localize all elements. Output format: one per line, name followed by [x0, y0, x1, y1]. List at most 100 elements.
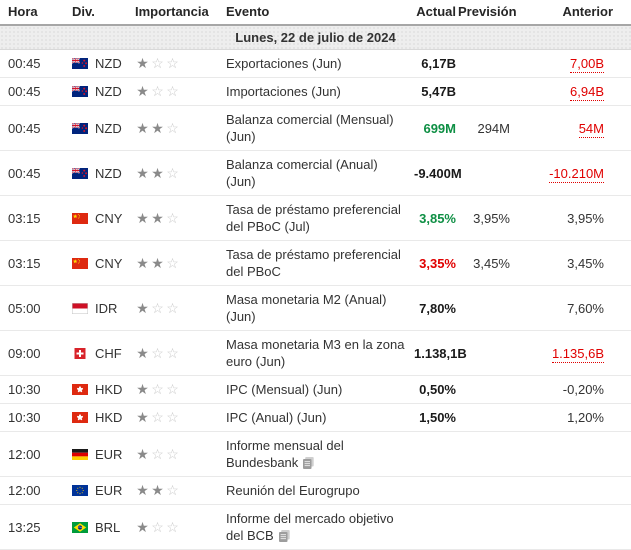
- event-link[interactable]: Masa monetaria M3 en la zona euro (Jun): [226, 337, 405, 369]
- previous-value: -10.210M: [512, 150, 631, 196]
- previous-value: 7,60%: [512, 285, 631, 331]
- star-filled-icon: ★: [136, 409, 149, 425]
- report-icon[interactable]: [303, 457, 314, 469]
- previous-value: 6,94B: [512, 77, 631, 106]
- event-link[interactable]: Masa monetaria M2 (Anual) (Jun): [226, 292, 387, 324]
- importance-stars: ★ ★ ☆: [130, 195, 220, 241]
- event-link[interactable]: IPC (Anual) (Jun): [226, 410, 327, 425]
- star-outline-icon: ☆: [166, 482, 179, 498]
- star-filled-icon: ★: [136, 119, 149, 136]
- event-link[interactable]: Balanza comercial (Anual) (Jun): [226, 157, 378, 189]
- event-link[interactable]: Balanza comercial (Mensual) (Jun): [226, 112, 394, 144]
- event-link[interactable]: Exportaciones (Jun): [226, 56, 342, 71]
- forecast-value: [458, 504, 512, 550]
- currency-code: CNY: [95, 210, 123, 226]
- event-cell: Informe mensual del Bundesbank: [220, 431, 414, 477]
- event-link[interactable]: Tasa de préstamo preferencial del PBoC: [226, 247, 401, 279]
- time-cell: 12:00: [0, 431, 60, 477]
- importance-stars: ★ ☆ ☆: [130, 403, 220, 432]
- currency-cell: CNY: [60, 240, 130, 286]
- previous-value-text: -0,20%: [562, 382, 604, 397]
- star-outline-icon: ☆: [166, 409, 179, 425]
- date-header-label: Lunes, 22 de julio de 2024: [0, 25, 631, 50]
- time-cell: 03:15: [0, 240, 60, 286]
- event-row[interactable]: 10:30 HKD ★ ☆ ☆ IPC (Anual) (Jun) 1,50% 1,…: [0, 403, 631, 432]
- event-cell: Masa monetaria M2 (Anual) (Jun): [220, 285, 414, 331]
- event-link[interactable]: Informe mensual del Bundesbank: [226, 438, 344, 470]
- star-outline-icon: ☆: [166, 445, 179, 462]
- forecast-value: [458, 476, 512, 505]
- star-outline-icon: ☆: [151, 344, 164, 361]
- event-row[interactable]: 05:00 IDR ★ ☆ ☆ Masa monetaria M2 (Anual) …: [0, 285, 631, 331]
- time-cell: 03:15: [0, 195, 60, 241]
- event-link[interactable]: Informe del mercado objetivo del BCB: [226, 511, 394, 543]
- event-cell: IPC (Mensual) (Jun): [220, 375, 414, 404]
- hong-kong-flag: [72, 384, 88, 395]
- currency-cell: IDR: [60, 285, 130, 331]
- event-row[interactable]: 09:00 CHF ★ ☆ ☆ Masa monetaria M3 en la zo…: [0, 330, 631, 376]
- calendar-header-row: Hora Div. Importancia Evento Actual Prev…: [0, 0, 631, 26]
- previous-value-text: 54M: [578, 120, 604, 138]
- event-cell: Tasa de préstamo preferencial del PBoC (…: [220, 195, 414, 241]
- star-outline-icon: ☆: [166, 164, 179, 181]
- actual-value: 1,50%: [414, 403, 458, 432]
- previous-value-text: 7,00B: [570, 56, 604, 73]
- event-row[interactable]: 03:15 CNY ★ ★ ☆ Tasa de préstamo preferenc…: [0, 240, 631, 286]
- event-cell: Masa monetaria M3 en la zona euro (Jun): [220, 330, 414, 376]
- currency-code: IDR: [95, 300, 118, 316]
- star-filled-icon: ★: [136, 344, 149, 361]
- event-row[interactable]: 12:00 EUR ★ ☆ ☆ Informe mensual del Bundes…: [0, 431, 631, 477]
- event-row[interactable]: 00:45 NZD ★ ★ ☆ Balanza comercial (Anual) …: [0, 150, 631, 196]
- forecast-value: [458, 330, 512, 376]
- time-cell: 09:00: [0, 330, 60, 376]
- currency-code: NZD: [95, 56, 122, 71]
- event-row[interactable]: 03:15 CNY ★ ★ ☆ Tasa de préstamo preferenc…: [0, 195, 631, 241]
- column-header-currency: Div.: [60, 0, 130, 26]
- importance-stars: ★ ☆ ☆: [130, 330, 220, 376]
- new-zealand-flag: [72, 122, 88, 134]
- event-row[interactable]: 10:30 HKD ★ ☆ ☆ IPC (Mensual) (Jun) 0,50% …: [0, 375, 631, 404]
- event-cell: Balanza comercial (Mensual) (Jun): [220, 105, 414, 151]
- event-link[interactable]: Importaciones (Jun): [226, 84, 341, 99]
- star-outline-icon: ☆: [166, 381, 179, 397]
- event-cell: Informe del mercado objetivo del BCB: [220, 504, 414, 550]
- new-zealand-flag: [72, 86, 88, 97]
- star-outline-icon: ☆: [166, 299, 179, 316]
- star-outline-icon: ☆: [166, 518, 179, 535]
- currency-cell: NZD: [60, 77, 130, 106]
- event-link[interactable]: Tasa de préstamo preferencial del PBoC (…: [226, 202, 401, 234]
- event-link[interactable]: IPC (Mensual) (Jun): [226, 382, 343, 397]
- currency-code: NZD: [95, 165, 122, 181]
- event-cell: IPC (Anual) (Jun): [220, 403, 414, 432]
- european-union-flag: [72, 485, 88, 496]
- time-cell: 00:45: [0, 105, 60, 151]
- currency-code: EUR: [95, 483, 123, 498]
- star-outline-icon: ☆: [166, 254, 179, 271]
- currency-cell: EUR: [60, 431, 130, 477]
- event-row[interactable]: 00:45 NZD ★ ☆ ☆ Exportaciones (Jun) 6,17B …: [0, 49, 631, 78]
- event-row[interactable]: 13:25 BRL ★ ☆ ☆ Informe del mercado objeti…: [0, 504, 631, 550]
- indonesia-flag: [72, 302, 88, 314]
- event-link[interactable]: Reunión del Eurogrupo: [226, 483, 360, 498]
- currency-cell: NZD: [60, 150, 130, 196]
- column-header-event: Evento: [220, 0, 414, 26]
- event-row[interactable]: 00:45 NZD ★ ☆ ☆ Importaciones (Jun) 5,47B …: [0, 77, 631, 106]
- column-header-forecast: Previsión: [458, 0, 517, 26]
- star-filled-icon: ★: [136, 254, 149, 271]
- previous-value-text: -10.210M: [549, 165, 604, 183]
- star-outline-icon: ☆: [166, 55, 179, 71]
- actual-value: 0,50%: [414, 375, 458, 404]
- star-outline-icon: ☆: [151, 518, 164, 535]
- actual-value: 3,85%: [414, 195, 458, 241]
- currency-code: NZD: [95, 84, 122, 99]
- event-cell: Tasa de préstamo preferencial del PBoC: [220, 240, 414, 286]
- event-row[interactable]: 12:00 EUR ★ ★ ☆ Reunión del Eurogrupo: [0, 476, 631, 505]
- currency-code: CNY: [95, 255, 123, 271]
- new-zealand-flag: [72, 58, 88, 69]
- event-row[interactable]: 00:45 NZD ★ ★ ☆ Balanza comercial (Mensual…: [0, 105, 631, 151]
- previous-value: [512, 504, 631, 550]
- star-filled-icon: ★: [136, 209, 149, 226]
- report-icon[interactable]: [278, 530, 290, 542]
- column-header-importance: Importancia: [130, 0, 220, 26]
- actual-value: 6,17B: [414, 49, 458, 78]
